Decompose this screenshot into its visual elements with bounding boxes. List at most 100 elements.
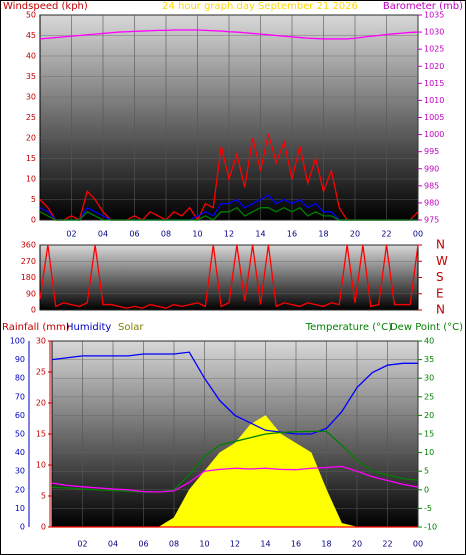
y3-tick-label: 25	[36, 368, 46, 377]
y-tick-label: 15	[26, 154, 36, 163]
y-tick-label: 10	[15, 504, 25, 513]
y2-tick-label: 1000	[424, 130, 444, 139]
x-tick-label: 18	[318, 230, 328, 239]
y2-tick-label: 995	[424, 147, 439, 156]
y-tick-label: 0	[31, 306, 36, 315]
y3-tick-label: 30	[36, 337, 46, 346]
y-tick-label: 30	[15, 467, 25, 476]
y2-tick-label: S	[436, 270, 444, 284]
y2-tick-label: 10	[424, 448, 434, 457]
x-tick-label: 00	[413, 540, 423, 549]
y2-tick-label: 20	[424, 411, 434, 420]
series-name: Temperature (°C)	[305, 322, 392, 333]
line	[51, 430, 419, 493]
line	[39, 29, 419, 40]
y2-tick-label: 975	[424, 216, 439, 225]
y-tick-label: 80	[15, 374, 25, 383]
y2-tick-label: N	[436, 303, 445, 317]
x-tick-label: 10	[192, 230, 202, 239]
y-tick-label: 30	[26, 93, 36, 102]
series-name: Solar	[118, 322, 144, 333]
y2-tick-label: 15	[424, 430, 434, 439]
y-tick-label: 100	[10, 337, 25, 346]
y2-tick-label: 1010	[424, 96, 444, 105]
x-tick-label: 12	[230, 540, 240, 549]
y-tick-label: 90	[26, 289, 36, 298]
y-tick-label: 40	[26, 52, 36, 61]
series-name: Humidity	[66, 322, 111, 333]
y2-tick-label: 40	[424, 337, 434, 346]
y-tick-label: 10	[26, 175, 36, 184]
y2-tick-label: 1020	[424, 62, 444, 71]
y2-tick-label: W	[436, 254, 448, 268]
x-tick-label: 06	[138, 540, 148, 549]
series-name: Dew Point (°C)	[390, 322, 463, 333]
x-tick-label: 22	[382, 540, 392, 549]
y3-tick-label: 10	[36, 461, 46, 470]
x-tick-label: 06	[129, 230, 139, 239]
y2-tick-label: 30	[424, 374, 434, 383]
y2-tick-label: 985	[424, 181, 439, 190]
y2-tick-label: 1015	[424, 79, 444, 88]
y3-tick-label: 0	[41, 523, 46, 532]
y2-tick-label: 1025	[424, 45, 444, 54]
y-tick-label: 50	[26, 11, 36, 20]
line	[39, 206, 418, 221]
y2-tick-label: 25	[424, 392, 434, 401]
line	[51, 465, 419, 493]
y-tick-label: 90	[15, 355, 25, 364]
y2-tick-label: 1030	[424, 28, 444, 37]
y3-tick-label: 15	[36, 430, 46, 439]
x-tick-label: 22	[381, 230, 391, 239]
y-tick-label: 20	[26, 134, 36, 143]
x-tick-label: 16	[291, 540, 301, 549]
y-tick-label: 180	[21, 273, 36, 282]
y-tick-label: 0	[20, 523, 25, 532]
y-tick-label: 60	[15, 411, 25, 420]
y2-tick-label: -10	[424, 523, 437, 532]
line	[39, 244, 419, 309]
y2-tick-label: 5	[424, 467, 429, 476]
y2-tick-label: 980	[424, 198, 439, 207]
y3-tick-label: 5	[41, 492, 46, 501]
y2-tick-label: N	[436, 238, 445, 252]
y2-tick-label: 35	[424, 355, 434, 364]
x-tick-label: 12	[224, 230, 234, 239]
x-tick-label: 14	[260, 540, 270, 549]
chart-title: 24 hour graph day September 21 2026	[162, 1, 358, 12]
x-tick-label: 08	[169, 540, 179, 549]
x-tick-label: 16	[287, 230, 297, 239]
y-tick-label: 35	[26, 72, 36, 81]
x-tick-label: 20	[350, 230, 360, 239]
y-tick-label: 270	[21, 257, 36, 266]
y-tick-label: 50	[15, 430, 25, 439]
y2-tick-label: 1005	[424, 113, 444, 122]
y-tick-label: 0	[31, 216, 36, 225]
y2-tick-label: 0	[424, 485, 429, 494]
y2-tick-label: -5	[424, 504, 432, 513]
y2-tick-label: 990	[424, 164, 439, 173]
y3-tick-label: 20	[36, 399, 46, 408]
y-tick-label: 20	[15, 485, 25, 494]
x-tick-label: 20	[352, 540, 362, 549]
x-tick-label: 10	[199, 540, 209, 549]
x-tick-label: 02	[66, 230, 76, 239]
y-tick-label: 40	[15, 448, 25, 457]
x-tick-label: 04	[98, 230, 108, 239]
series-name: Barometer (mb)	[383, 1, 463, 12]
x-tick-label: 02	[77, 540, 87, 549]
y2-tick-label: E	[436, 286, 444, 300]
x-tick-label: 04	[108, 540, 118, 549]
y-tick-label: 5	[31, 195, 36, 204]
line	[51, 351, 418, 435]
x-tick-label: 18	[321, 540, 331, 549]
x-tick-label: 14	[255, 230, 265, 239]
x-tick-label: 08	[161, 230, 171, 239]
y-tick-label: 45	[26, 31, 36, 40]
y-tick-label: 360	[21, 241, 36, 250]
series-name: Windspeed (kph)	[3, 1, 88, 12]
y-tick-label: 25	[26, 113, 36, 122]
y-tick-label: 70	[15, 392, 25, 401]
x-tick-label: 00	[413, 230, 423, 239]
y2-tick-label: 1035	[424, 11, 444, 20]
